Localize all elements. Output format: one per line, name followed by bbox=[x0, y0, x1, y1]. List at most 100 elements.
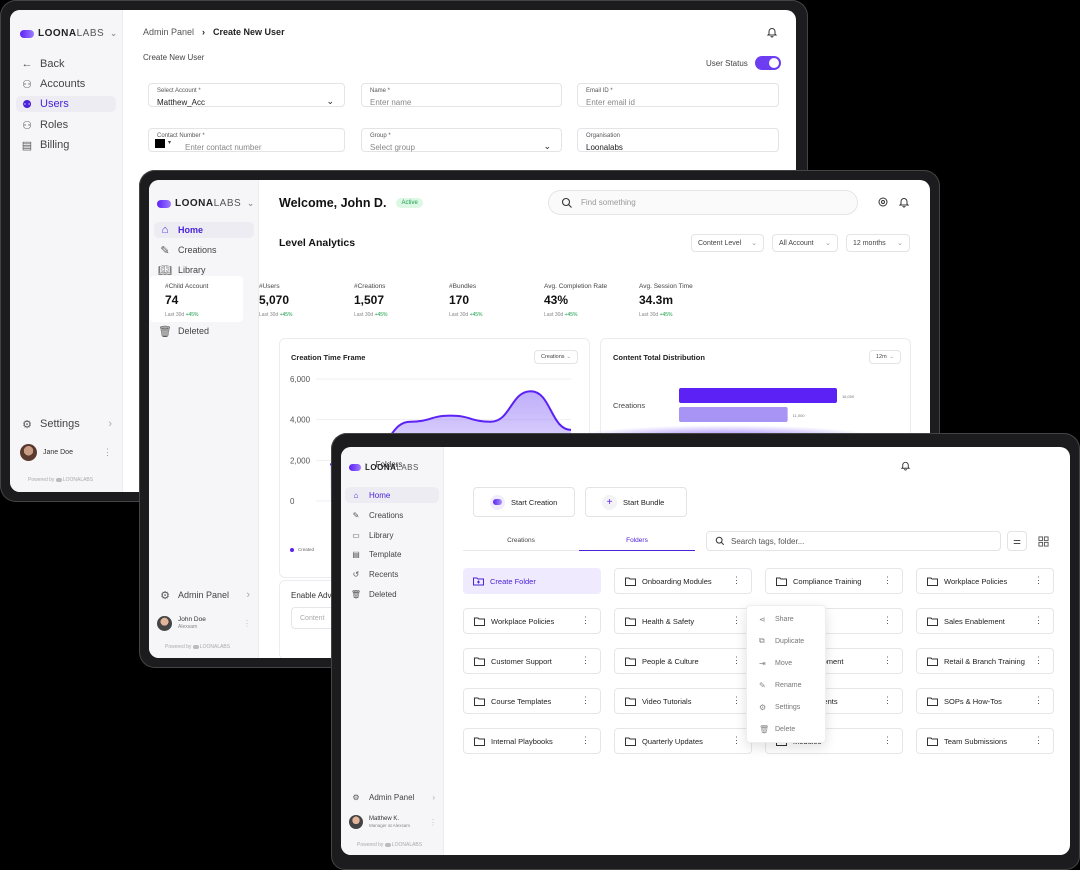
sidebar-item-settings[interactable]: ⚙ Settings › bbox=[16, 416, 116, 432]
menu-item-rename[interactable]: ✎ Rename bbox=[759, 680, 802, 690]
bell-icon[interactable] bbox=[900, 460, 911, 471]
filter-content-level[interactable]: Content Level ⌄ bbox=[691, 234, 764, 252]
menu-item-delete[interactable]: 🗑︎ Delete bbox=[759, 724, 796, 734]
creation-icon bbox=[490, 494, 505, 510]
menu-item-settings[interactable]: ⚙ Settings bbox=[759, 702, 801, 712]
more-icon[interactable]: ⋮ bbox=[243, 618, 251, 628]
sidebar-item-deleted[interactable]: 🗑︎ Deleted bbox=[350, 589, 397, 599]
filter-icon[interactable]: ⚌ bbox=[1007, 531, 1027, 551]
more-icon[interactable]: ⋮ bbox=[732, 695, 741, 705]
create-folder-button[interactable]: Create Folder bbox=[463, 568, 601, 594]
sidebar-item-billing[interactable]: ▤ Billing bbox=[21, 139, 70, 152]
library-icon: 📖︎ bbox=[158, 264, 172, 277]
group-dropdown[interactable]: Group * Select group ⌄ bbox=[361, 128, 562, 152]
more-icon[interactable]: ⋮ bbox=[1034, 735, 1043, 745]
folder-card[interactable]: People & Culture ⋮ bbox=[614, 648, 752, 674]
sidebar-item-template[interactable]: ▤ Template bbox=[345, 546, 439, 562]
folder-card[interactable]: Internal Playbooks ⋮ bbox=[463, 728, 601, 754]
more-icon[interactable]: ⋮ bbox=[581, 615, 590, 625]
more-icon[interactable]: ⋮ bbox=[883, 735, 892, 745]
back-link[interactable]: ← Back bbox=[21, 58, 65, 70]
stat-session-time: Avg. Session Time 34.3m Last 30d +45% bbox=[639, 283, 693, 318]
more-icon[interactable]: ⋮ bbox=[732, 575, 741, 585]
user-profile[interactable]: Matthew K. Manager at Alexsam ⋮ bbox=[349, 811, 439, 833]
admin-panel-link[interactable]: ⚙ Admin Panel › bbox=[154, 587, 254, 603]
card-dropdown[interactable]: 12m ⌄ bbox=[869, 350, 901, 364]
menu-item-move[interactable]: ⇥ Move bbox=[759, 658, 793, 668]
sidebar-item-recents[interactable]: ↺ Recents bbox=[345, 566, 439, 582]
sidebar-item-deleted[interactable]: 🗑︎ Deleted bbox=[158, 325, 210, 338]
select-account-dropdown[interactable]: Select Account * Matthew_Acc ⌄ bbox=[148, 83, 345, 107]
more-icon[interactable]: ⋮ bbox=[883, 615, 892, 625]
folder-card[interactable]: Workplace Policies ⋮ bbox=[463, 608, 601, 634]
more-icon[interactable]: ⋮ bbox=[1034, 655, 1043, 665]
sidebar-item-library[interactable]: ▭ Library bbox=[345, 527, 439, 543]
breadcrumb-parent[interactable]: Admin Panel bbox=[143, 27, 195, 37]
user-status-toggle[interactable] bbox=[755, 56, 781, 70]
more-icon[interactable]: ⋮ bbox=[581, 735, 590, 745]
sidebar-item-creations[interactable]: ✎ Creations bbox=[345, 507, 439, 523]
folder-card[interactable]: SOPs & How-Tos ⋮ bbox=[916, 688, 1054, 714]
name-field[interactable]: Name * Enter name bbox=[361, 83, 562, 107]
admin-icon: ⚙ bbox=[160, 589, 170, 602]
gear-icon: ⚙ bbox=[759, 702, 767, 712]
bell-icon[interactable] bbox=[898, 196, 910, 208]
start-creation-button[interactable]: Start Creation bbox=[473, 487, 575, 517]
search-input[interactable]: Find something bbox=[548, 190, 858, 215]
filter-all-account[interactable]: All Account ⌄ bbox=[772, 234, 838, 252]
more-icon[interactable]: ⋮ bbox=[429, 817, 437, 827]
menu-item-share[interactable]: ⋖ Share bbox=[759, 614, 794, 624]
more-icon[interactable]: ⋮ bbox=[732, 615, 741, 625]
folder-card[interactable]: Compliance Training ⋮ bbox=[765, 568, 903, 594]
folder-card[interactable]: Workplace Policies ⋮ bbox=[916, 568, 1054, 594]
gear-icon[interactable] bbox=[877, 196, 889, 208]
menu-item-duplicate[interactable]: ⧉ Duplicate bbox=[759, 636, 805, 645]
folder-name: Sales Enablement bbox=[944, 616, 1005, 626]
sidebar-item-users[interactable]: ⚉ Users bbox=[16, 96, 116, 112]
card-dropdown[interactable]: Creations ⌄ bbox=[534, 350, 578, 364]
organisation-field[interactable]: Organisation Loonalabs bbox=[577, 128, 779, 152]
more-icon[interactable]: ⋮ bbox=[1034, 695, 1043, 705]
start-bundle-button[interactable]: + Start Bundle bbox=[585, 487, 687, 517]
sidebar-item-home[interactable]: ⌂ Home bbox=[154, 222, 254, 238]
sidebar-item-creations[interactable]: ✎ Creations bbox=[154, 242, 254, 258]
more-icon[interactable]: ⋮ bbox=[1034, 615, 1043, 625]
folder-card[interactable]: Team Submissions ⋮ bbox=[916, 728, 1054, 754]
more-icon[interactable]: ⋮ bbox=[581, 655, 590, 665]
more-icon[interactable]: ⋮ bbox=[1034, 575, 1043, 585]
search-icon bbox=[715, 536, 725, 546]
tab-folders[interactable]: Folders bbox=[579, 537, 695, 551]
more-icon[interactable]: ⋮ bbox=[883, 655, 892, 665]
folder-card[interactable]: Onboarding Modules ⋮ bbox=[614, 568, 752, 594]
sidebar-item-roles[interactable]: ⚇ Roles bbox=[16, 117, 116, 133]
more-icon[interactable]: ⋮ bbox=[103, 446, 112, 457]
filter-time-range[interactable]: 12 months ⌄ bbox=[846, 234, 910, 252]
sidebar-item-accounts[interactable]: ⚇ Accounts bbox=[16, 76, 116, 92]
more-icon[interactable]: ⋮ bbox=[732, 735, 741, 745]
bell-icon[interactable] bbox=[766, 26, 778, 38]
sidebar-item-home[interactable]: ⌂ Home bbox=[345, 487, 439, 503]
more-icon[interactable]: ⋮ bbox=[732, 655, 741, 665]
sidebar-item-library[interactable]: 📖︎ Library bbox=[158, 264, 206, 277]
folder-card[interactable]: Course Templates ⋮ bbox=[463, 688, 601, 714]
tab-creations[interactable]: Creations bbox=[463, 537, 579, 551]
folder-search-input[interactable]: Search tags, folder... bbox=[706, 531, 1001, 551]
country-flag-icon[interactable] bbox=[155, 139, 165, 148]
admin-panel-link[interactable]: ⚙ Admin Panel › bbox=[345, 789, 439, 805]
contact-number-field[interactable]: Contact Number * ▾ Enter contact number bbox=[148, 128, 345, 152]
folder-card[interactable]: Health & Safety ⋮ bbox=[614, 608, 752, 634]
more-icon[interactable]: ⋮ bbox=[581, 695, 590, 705]
user-profile[interactable]: Jane Doe ⋮ bbox=[20, 442, 116, 462]
folder-card[interactable]: Quarterly Updates ⋮ bbox=[614, 728, 752, 754]
folder-card[interactable]: Retail & Branch Training ⋮ bbox=[916, 648, 1054, 674]
folder-icon bbox=[625, 697, 636, 706]
folder-card[interactable]: Customer Support ⋮ bbox=[463, 648, 601, 674]
more-icon[interactable]: ⋮ bbox=[883, 695, 892, 705]
email-field[interactable]: Email ID * Enter email id bbox=[577, 83, 779, 107]
folder-card[interactable]: Sales Enablement ⋮ bbox=[916, 608, 1054, 634]
more-icon[interactable]: ⋮ bbox=[883, 575, 892, 585]
user-profile[interactable]: John Doe Alexsam ⋮ bbox=[157, 612, 255, 634]
grid-view-icon[interactable] bbox=[1033, 531, 1053, 551]
stat-card-highlight bbox=[150, 276, 243, 322]
folder-card[interactable]: Video Tutorials ⋮ bbox=[614, 688, 752, 714]
